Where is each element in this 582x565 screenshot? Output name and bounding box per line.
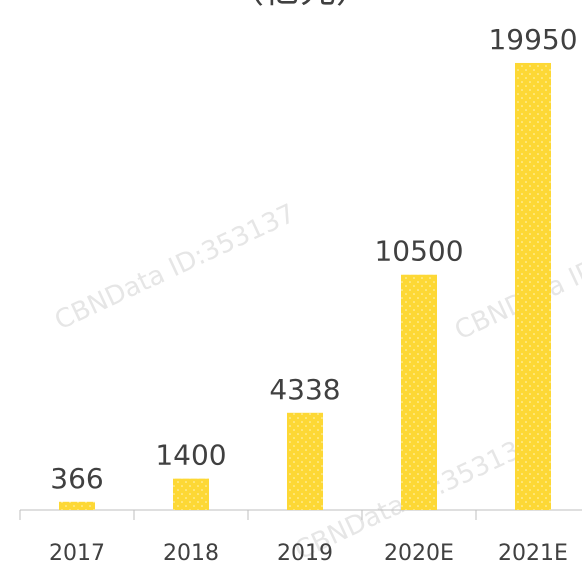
bar bbox=[401, 274, 437, 510]
bar bbox=[173, 478, 209, 510]
data-label: 4338 bbox=[269, 373, 340, 406]
x-tick-label: 2019 bbox=[277, 541, 333, 565]
data-label: 19950 bbox=[488, 23, 577, 56]
data-label: 366 bbox=[50, 462, 103, 495]
data-label: 10500 bbox=[374, 235, 463, 268]
x-tick-label: 2018 bbox=[163, 541, 219, 565]
watermark: CBNData ID:353137 bbox=[50, 199, 300, 337]
bar bbox=[59, 501, 95, 510]
x-tick-label: 2017 bbox=[49, 541, 105, 565]
bar bbox=[515, 62, 551, 510]
bar bbox=[287, 412, 323, 510]
x-tick-label: 2021E bbox=[498, 541, 568, 565]
chart-title: （亿元） bbox=[228, 0, 372, 11]
data-label: 1400 bbox=[155, 439, 226, 472]
x-tick-label: 2020E bbox=[384, 541, 454, 565]
